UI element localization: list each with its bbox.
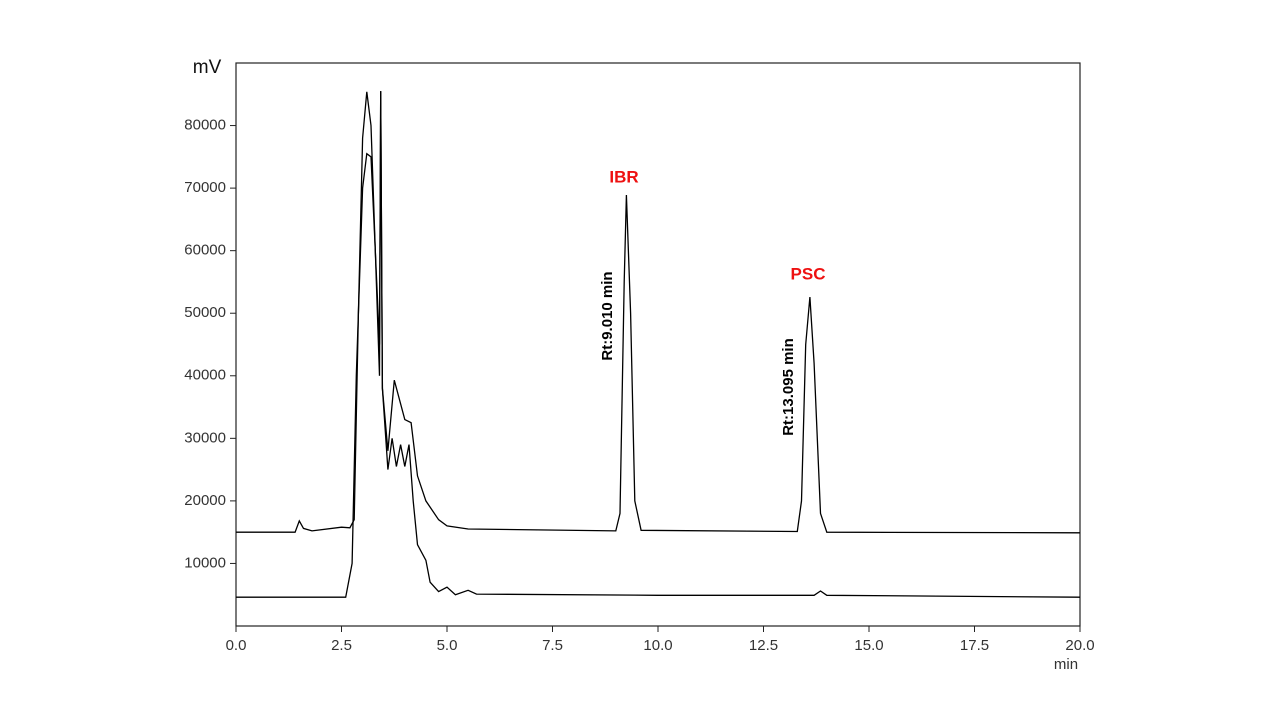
- x-tick-label: 0.0: [226, 637, 247, 654]
- x-tick-label: 5.0: [437, 637, 458, 654]
- y-tick-label: 80000: [184, 117, 226, 134]
- x-tick-label: 10.0: [643, 637, 672, 654]
- annotation: Rt:13.095 min: [780, 338, 797, 436]
- y-tick-label: 60000: [184, 242, 226, 259]
- annotation: IBR: [609, 167, 638, 186]
- x-tick-label: 7.5: [542, 637, 563, 654]
- y-tick-label: 50000: [184, 304, 226, 321]
- x-tick-label: 17.5: [960, 637, 989, 654]
- y-axis-label: mV: [193, 57, 222, 78]
- x-tick-label: 15.0: [854, 637, 883, 654]
- x-tick-label: 20.0: [1065, 637, 1094, 654]
- y-tick-label: 20000: [184, 492, 226, 509]
- y-tick-label: 40000: [184, 367, 226, 384]
- x-axis-label: min: [1054, 656, 1078, 673]
- y-tick-label: 70000: [184, 179, 226, 196]
- x-tick-label: 12.5: [749, 637, 778, 654]
- annotation: Rt:9.010 min: [599, 271, 616, 360]
- trace-line: [236, 91, 1081, 598]
- annotation: PSC: [791, 264, 826, 283]
- y-tick-label: 10000: [184, 554, 226, 571]
- x-tick-label: 2.5: [331, 637, 352, 654]
- y-tick-label: 30000: [184, 429, 226, 446]
- trace-line: [236, 91, 1081, 534]
